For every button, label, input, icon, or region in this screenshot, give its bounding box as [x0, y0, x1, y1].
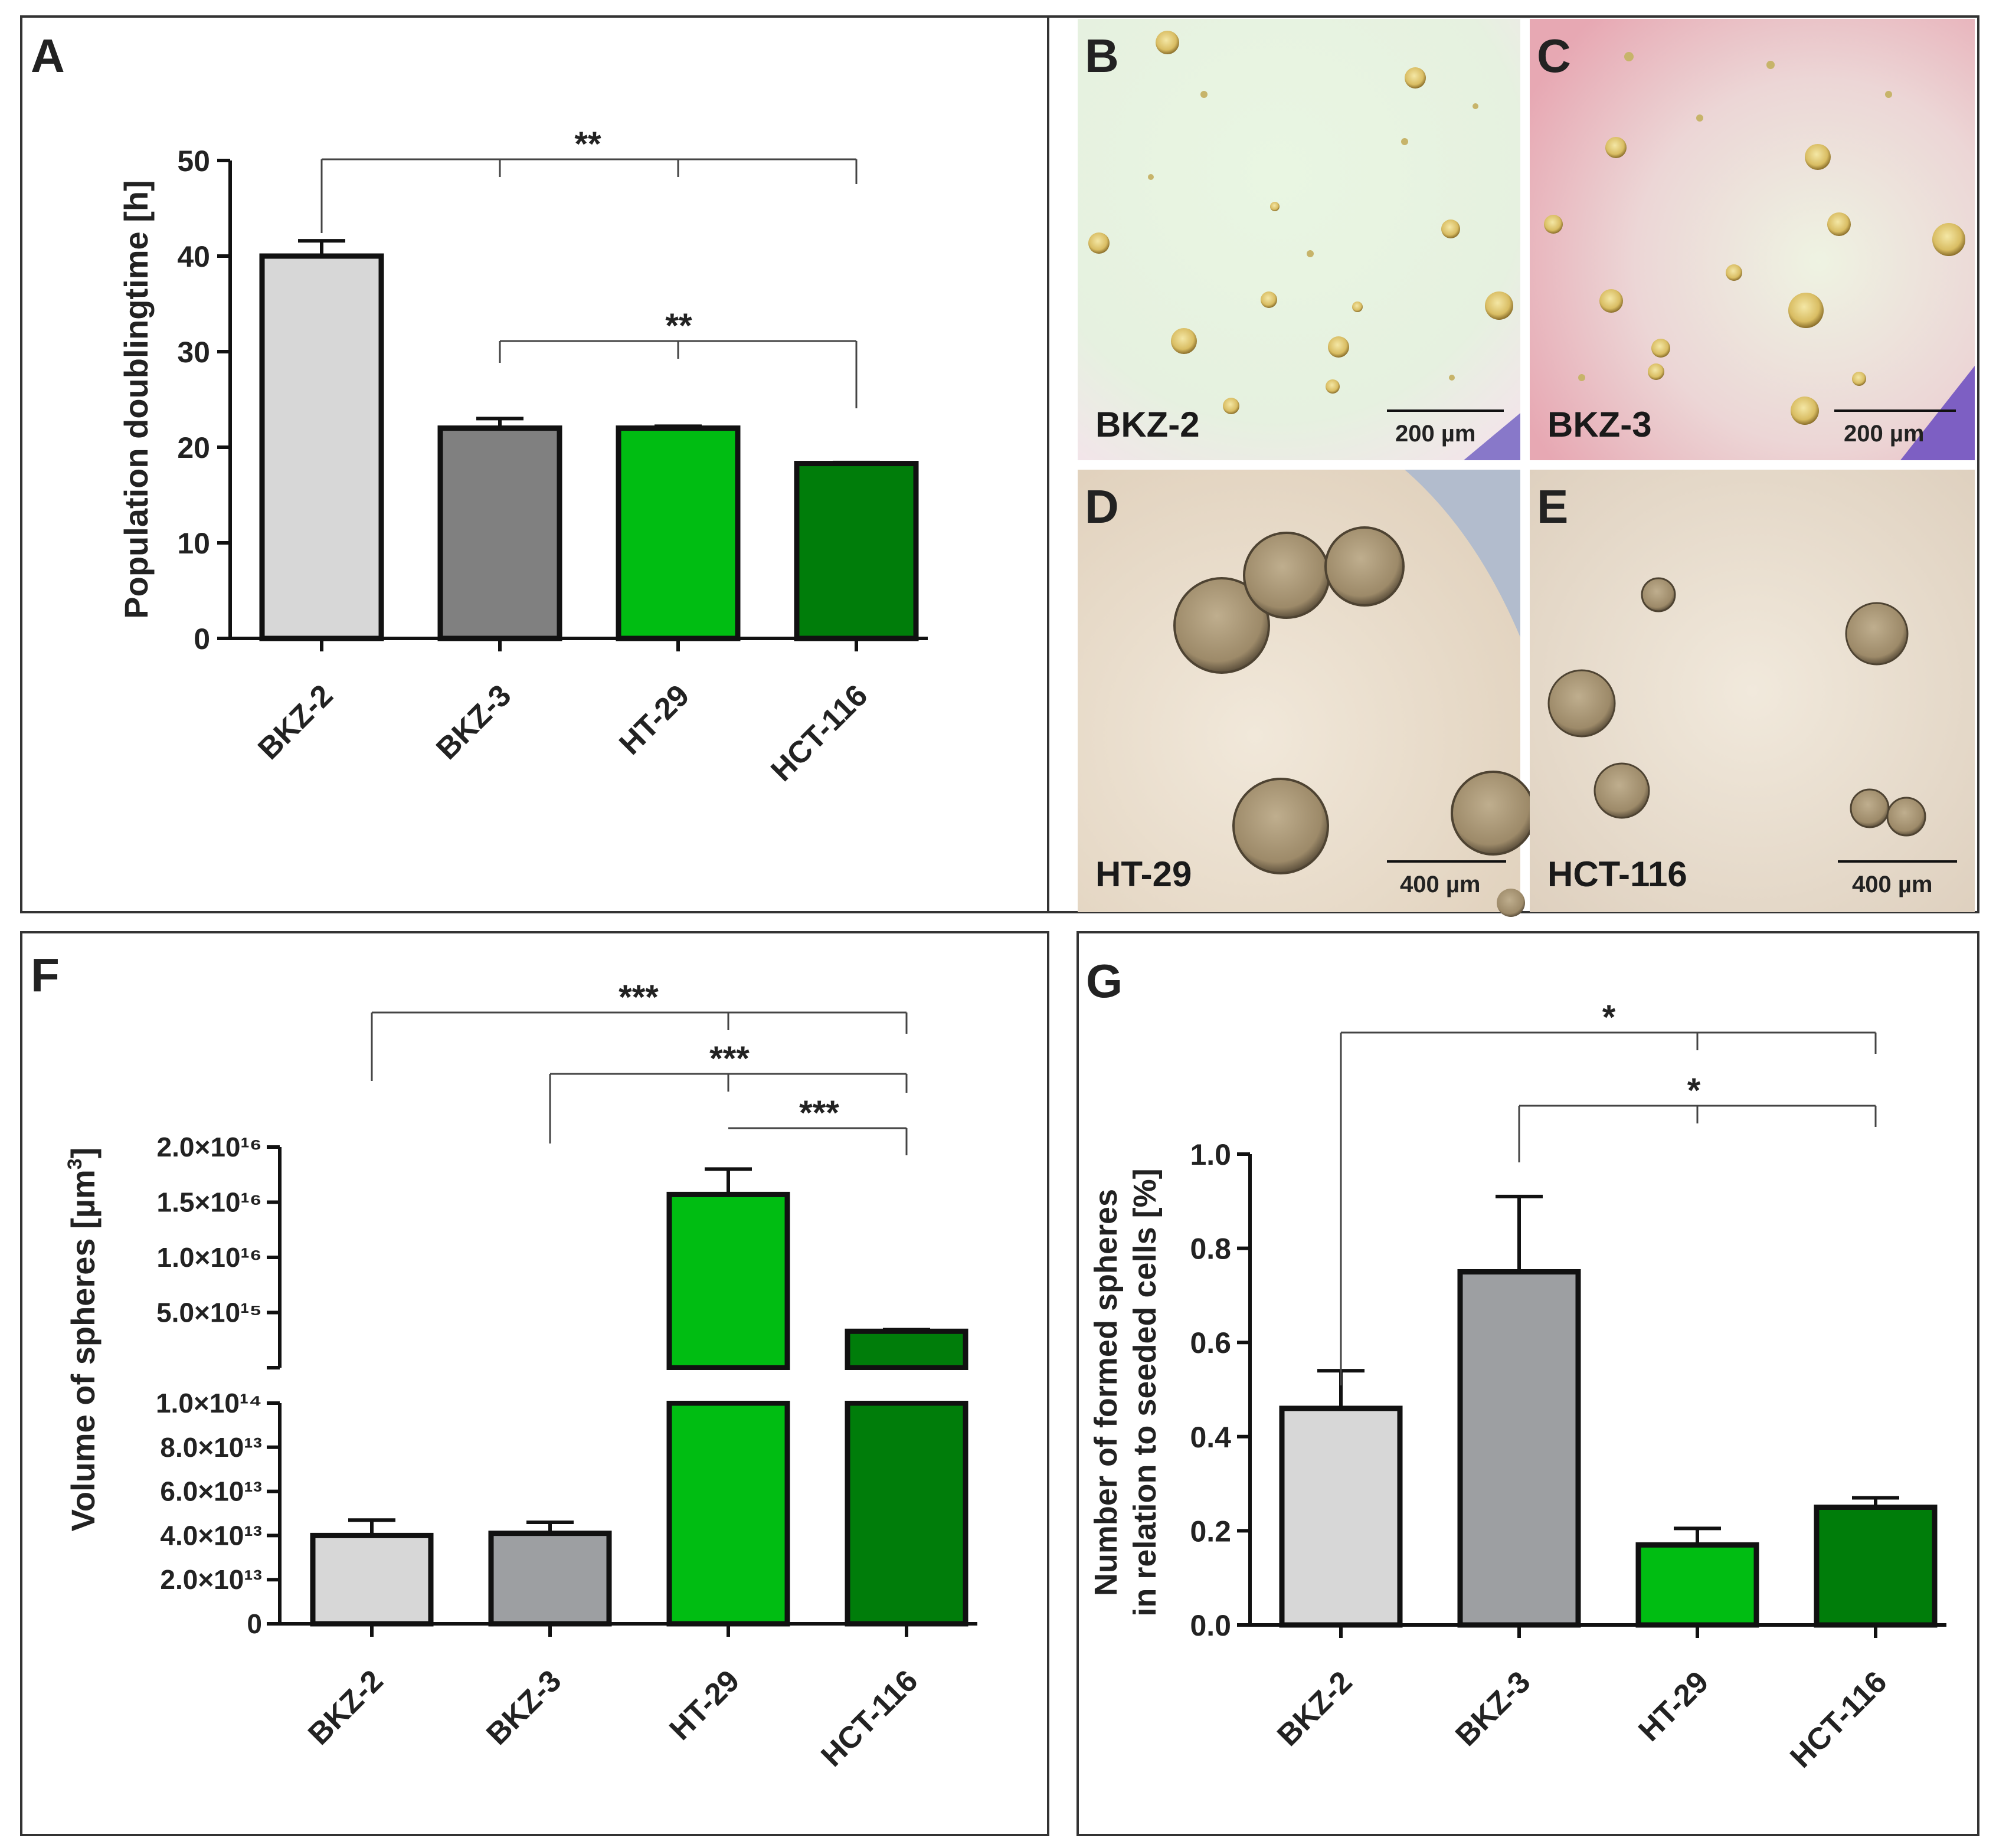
chart-g-bar-3	[1635, 1542, 1759, 1628]
micrograph-b: BKZ-2 200 µm B	[1078, 19, 1520, 460]
chart-f-y-tick-label-upper-1: 5.0×10¹⁵	[156, 1297, 262, 1328]
micrograph-c-dish-edge	[1900, 366, 1975, 460]
chart-f-y-tick-label-lower-3: 4.0×10¹³	[160, 1520, 262, 1551]
chart-f-significance-label-3: ***	[799, 1094, 839, 1132]
chart-f-category-label-4: HCT-116	[814, 1663, 924, 1773]
micrograph-e: HCT-116 400 µm E	[1530, 470, 1975, 912]
micrograph-c-label: BKZ-3	[1547, 405, 1652, 444]
micrograph-e-spheres	[1547, 577, 1926, 837]
chart-a-category-label-3: HT-29	[613, 678, 696, 761]
micrograph-d-scale-text: 400 µm	[1400, 871, 1480, 897]
chart-g-category-label-1: BKZ-2	[1271, 1664, 1359, 1752]
panel-letter-g: G	[1086, 955, 1123, 1007]
micrograph-d-dish-edge	[1405, 470, 1520, 637]
panel-f-frame	[20, 931, 1049, 1836]
chart-f-y-tick-label-lower-4: 6.0×10¹³	[160, 1476, 262, 1507]
chart-g-significance-label-2: *	[1687, 1072, 1701, 1110]
chart-f-bar-4-upper	[845, 1328, 968, 1371]
chart-a: 0 10 20 30 40 50 Population doublingtime [h] **…	[117, 125, 928, 788]
micrograph-c-background	[1530, 19, 1975, 460]
chart-a-y-tick-label-1: 0	[194, 622, 210, 656]
chart-a-y-tick-label-4: 30	[177, 336, 210, 369]
chart-a-bar-1	[259, 253, 384, 641]
chart-g-category-label-3: HT-29	[1632, 1664, 1715, 1748]
chart-f-bar-3-lower	[666, 1400, 790, 1627]
chart-a-y-tick-label-3: 20	[177, 431, 210, 464]
chart-a-y-tick-label-6: 50	[177, 145, 210, 178]
chart-g-y-tick-label-2: 0.2	[1190, 1515, 1231, 1548]
chart-g-bar-1	[1279, 1405, 1403, 1628]
chart-f-bar-4-break-gap	[844, 1370, 969, 1401]
chart-f-significance-label-2: ***	[709, 1040, 750, 1078]
micrograph-e-label: HCT-116	[1547, 854, 1687, 894]
chart-f-y-tick-label-lower-5: 8.0×10¹³	[160, 1432, 262, 1463]
chart-g-y-tick-label-5: 0.8	[1190, 1233, 1231, 1266]
chart-f-bar-4-lower	[845, 1400, 968, 1627]
micrograph-b-dish-edge	[1464, 413, 1520, 460]
chart-f: 0 2.0×10¹³ 4.0×10¹³ 6.0×10¹³ 8.0×10¹³ 1.0×10¹…	[64, 978, 977, 1774]
chart-a-category-label-1: BKZ-2	[251, 678, 339, 766]
micrograph-b-label: BKZ-2	[1095, 405, 1200, 444]
chart-f-bar-3-upper	[666, 1191, 790, 1371]
micrograph-b-scale-text: 200 µm	[1395, 421, 1475, 447]
panel-letter-d: D	[1085, 480, 1119, 533]
chart-a-category-label-4: HCT-116	[764, 678, 874, 788]
chart-a-bar-3	[616, 425, 741, 641]
micrograph-c: BKZ-3 200 µm C	[1530, 19, 1975, 460]
chart-f-bar-3-break-gap	[666, 1370, 791, 1401]
chart-f-y-tick-label-lower-1: 0	[247, 1608, 262, 1639]
panel-letter-f: F	[31, 949, 60, 1001]
chart-a-significance-label-1: **	[574, 125, 601, 163]
panel-letter-b: B	[1085, 30, 1119, 82]
chart-f-bar-2	[488, 1531, 612, 1627]
micrograph-e-scale-text: 400 µm	[1852, 871, 1932, 897]
chart-a-category-label-2: BKZ-3	[430, 678, 518, 766]
chart-g-category-label-2: BKZ-3	[1449, 1664, 1537, 1752]
chart-a-y-tick-label-2: 10	[177, 527, 210, 560]
chart-f-significance-label-1: ***	[619, 978, 659, 1017]
chart-f-y-axis-label-main: Volume of spheres [µm	[64, 1169, 102, 1531]
micrograph-d-spheres	[1173, 526, 1536, 917]
panel-g-frame	[1076, 931, 1979, 1836]
chart-f-y-tick-label-upper-3: 1.5×10¹⁶	[157, 1187, 262, 1218]
chart-f-y-axis-label: Volume of spheres [µm3]	[64, 1148, 102, 1532]
chart-a-y-tick-label-5: 40	[177, 240, 210, 273]
panel-letter-e: E	[1537, 480, 1568, 533]
panel-letter-a: A	[31, 30, 65, 82]
chart-f-y-tick-label-lower-6: 1.0×10¹⁴	[156, 1388, 262, 1418]
chart-a-significance-label-2: **	[665, 307, 692, 345]
panel-letter-c: C	[1537, 30, 1571, 82]
chart-f-y-tick-label-upper-4: 2.0×10¹⁶	[157, 1132, 262, 1162]
chart-g-bar-2	[1457, 1269, 1581, 1628]
chart-g-y-tick-label-4: 0.6	[1190, 1326, 1231, 1359]
chart-g-y-axis-label-line-2: in relation to seeded cells [%]	[1127, 1168, 1163, 1616]
chart-f-category-label-3: HT-29	[663, 1663, 746, 1747]
chart-g: 0.0 0.2 0.4 0.6 0.8 1.0 Number of formed spher…	[1088, 998, 1946, 1775]
micrograph-c-cells	[1544, 52, 1965, 425]
chart-f-y-axis-label-superscript: 3	[64, 1158, 86, 1169]
micrograph-c-scale-text: 200 µm	[1844, 421, 1924, 447]
chart-f-y-tick-label-lower-2: 2.0×10¹³	[160, 1564, 262, 1595]
chart-g-y-tick-label-1: 0.0	[1190, 1609, 1231, 1642]
chart-a-bar-4	[794, 461, 919, 641]
chart-g-y-tick-label-3: 0.4	[1190, 1421, 1231, 1454]
micrograph-d-label: HT-29	[1095, 854, 1192, 894]
chart-f-category-label-2: BKZ-3	[480, 1663, 568, 1751]
chart-f-y-tick-label-upper-2: 1.0×10¹⁶	[157, 1242, 262, 1273]
micrograph-b-cells	[1088, 31, 1513, 414]
chart-f-category-label-1: BKZ-2	[302, 1663, 390, 1751]
chart-g-y-axis-label-line-1: Number of formed spheres	[1088, 1189, 1124, 1596]
chart-f-bar-1	[310, 1532, 434, 1627]
chart-g-significance-label-1: *	[1602, 998, 1616, 1037]
chart-a-y-axis-label: Population doublingtime [h]	[117, 180, 155, 618]
chart-g-bar-4	[1814, 1505, 1938, 1628]
chart-g-category-label-4: HCT-116	[1784, 1664, 1893, 1774]
micrograph-b-background	[1078, 19, 1520, 460]
chart-a-bar-2	[437, 425, 562, 641]
chart-f-y-axis-label-end: ]	[64, 1148, 102, 1159]
micrograph-d: HT-29 400 µm D	[1078, 470, 1536, 917]
chart-g-y-tick-label-6: 1.0	[1190, 1138, 1231, 1171]
